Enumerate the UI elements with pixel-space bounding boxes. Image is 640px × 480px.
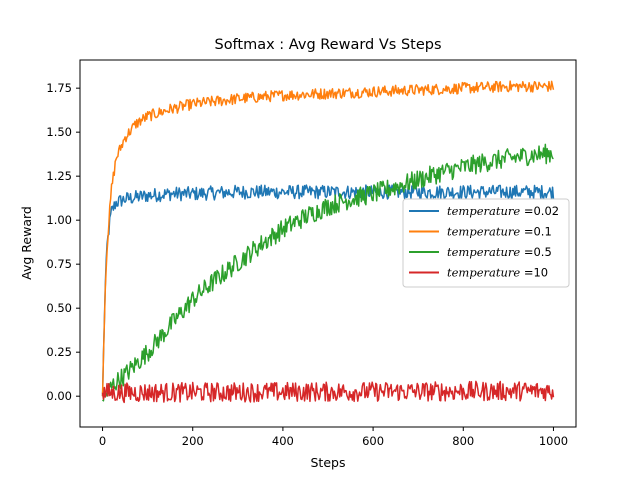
legend-series-name: temperature xyxy=(447,245,524,259)
legend-box xyxy=(402,198,570,288)
y-tick-label: 0.50 xyxy=(46,301,72,315)
chart-title: Softmax : Avg Reward Vs Steps xyxy=(214,37,441,53)
x-axis-label: Steps xyxy=(311,455,346,470)
series-line-1 xyxy=(101,80,555,397)
y-axis-label: Avg Reward xyxy=(19,206,34,280)
y-tick-label: 1.00 xyxy=(46,213,72,227)
y-tick-label: 1.25 xyxy=(46,169,72,183)
series-line-2 xyxy=(101,143,554,402)
x-tick-label: 0 xyxy=(99,434,106,448)
y-tick-label: 0.25 xyxy=(46,345,72,359)
series-group xyxy=(101,80,555,404)
y-tick-label: 1.50 xyxy=(46,125,72,139)
series-line-3 xyxy=(101,380,555,404)
x-tick-label: 200 xyxy=(182,434,204,448)
x-tick-label: 800 xyxy=(452,434,474,448)
y-tick-label: 0.00 xyxy=(46,389,72,403)
legend-label: temperature =0.1 xyxy=(447,225,552,239)
legend-series-name: temperature xyxy=(447,204,524,218)
x-tick-label: 400 xyxy=(272,434,294,448)
legend-series-name: temperature xyxy=(447,266,524,280)
series-line-0 xyxy=(101,184,555,397)
x-tick-label: 1000 xyxy=(539,434,568,448)
legend-series-value: =0.5 xyxy=(524,245,552,259)
legend-label: temperature =0.5 xyxy=(447,245,552,259)
axes-group: 0 200 400 600 800 1000 0.00 0.25 0.50 0.75 1.00 1.2… xyxy=(46,59,577,448)
legend-series-value: =10 xyxy=(524,266,548,280)
legend-label: temperature =0.02 xyxy=(447,204,559,218)
axes-frame xyxy=(79,59,577,428)
y-tick-label: 0.75 xyxy=(46,257,72,271)
legend-label: temperature =10 xyxy=(447,266,548,280)
legend-series-name: temperature xyxy=(447,225,524,239)
legend-series-value: =0.02 xyxy=(524,204,559,218)
legend-series-value: =0.1 xyxy=(524,225,552,239)
y-tick-label: 1.75 xyxy=(46,81,72,95)
x-tick-label: 600 xyxy=(362,434,384,448)
